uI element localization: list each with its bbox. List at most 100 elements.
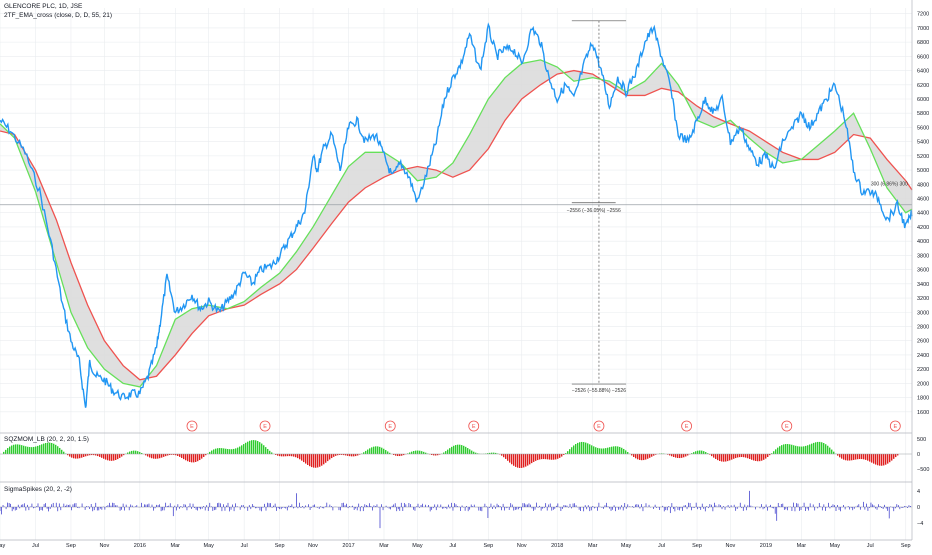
price-tick-label: 1600 <box>917 410 929 416</box>
squeeze-bar <box>697 451 698 454</box>
squeeze-bar <box>119 454 120 458</box>
squeeze-bar <box>189 454 190 462</box>
squeeze-axis-label: 0 <box>917 452 920 458</box>
squeeze-bar <box>463 446 464 454</box>
squeeze-bar <box>713 454 714 458</box>
squeeze-bar <box>101 454 102 458</box>
squeeze-bar <box>245 443 246 454</box>
squeeze-bar <box>71 454 72 458</box>
squeeze-bar <box>121 454 122 457</box>
squeeze-bar <box>781 445 782 454</box>
squeeze-bar <box>239 447 240 454</box>
squeeze-bar <box>523 454 524 467</box>
squeeze-bar <box>757 454 758 461</box>
squeeze-bar <box>163 454 164 457</box>
squeeze-bar <box>87 454 88 456</box>
squeeze-bar <box>733 454 734 459</box>
squeeze-bar <box>199 454 200 460</box>
time-tick-label: Mar <box>588 543 598 549</box>
squeeze-bar <box>853 454 854 460</box>
price-tick-label: 3400 <box>917 282 929 288</box>
squeeze-bar <box>307 454 308 465</box>
squeeze-bar <box>295 454 296 457</box>
squeeze-bar <box>69 454 70 457</box>
squeeze-bar <box>33 447 34 454</box>
squeeze-bar <box>841 454 842 459</box>
squeeze-bar <box>577 443 578 454</box>
squeeze-bar <box>827 446 828 454</box>
squeeze-bar <box>291 454 292 456</box>
squeeze-bar <box>413 451 414 454</box>
squeeze-bar <box>265 447 266 454</box>
squeeze-bar <box>215 449 216 454</box>
squeeze-bar <box>777 448 778 454</box>
squeeze-bar <box>621 448 622 454</box>
squeeze-bar <box>149 454 150 457</box>
squeeze-bar <box>807 445 808 454</box>
squeeze-bar <box>647 454 648 459</box>
squeeze-bar <box>51 443 52 454</box>
squeeze-bar <box>797 446 798 454</box>
earnings-label: E <box>597 424 601 430</box>
squeeze-bar <box>893 454 894 459</box>
squeeze-bar <box>825 444 826 454</box>
squeeze-bar <box>21 445 22 454</box>
squeeze-bar <box>327 454 328 461</box>
price-tick-label: 5800 <box>917 111 929 117</box>
price-tick-label: 6000 <box>917 97 929 103</box>
squeeze-bar <box>243 444 244 454</box>
squeeze-bar <box>201 454 202 459</box>
squeeze-bar <box>649 454 650 458</box>
squeeze-bar <box>31 447 32 454</box>
squeeze-bar <box>325 454 326 463</box>
squeeze-bar <box>319 454 320 467</box>
squeeze-bar <box>871 454 872 463</box>
time-tick-label: Jul <box>658 543 665 549</box>
squeeze-bar <box>471 451 472 454</box>
squeeze-bar <box>573 445 574 454</box>
squeeze-bar <box>515 454 516 467</box>
squeeze-bar <box>157 454 158 459</box>
squeeze-bar <box>469 449 470 454</box>
squeeze-bar <box>685 454 686 456</box>
squeeze-bar <box>887 454 888 464</box>
squeeze-bar <box>147 454 148 456</box>
squeeze-bar <box>317 454 318 467</box>
squeeze-bar <box>419 451 420 454</box>
squeeze-bar <box>537 454 538 460</box>
squeeze-bar <box>597 448 598 454</box>
time-tick-label: May <box>621 543 632 549</box>
squeeze-bar <box>41 444 42 454</box>
squeeze-pane-title: SQZMOM_LB (20, 2, 20, 1.5) <box>4 436 89 443</box>
earnings-label: E <box>190 424 194 430</box>
squeeze-bar <box>579 442 580 454</box>
squeeze-bar <box>521 454 522 468</box>
squeeze-bar <box>701 451 702 454</box>
squeeze-bar <box>63 452 64 454</box>
squeeze-bar <box>745 454 746 458</box>
time-tick-label: Sep <box>275 543 285 549</box>
squeeze-bar <box>571 447 572 454</box>
squeeze-bar <box>821 442 822 454</box>
squeeze-bar <box>553 454 554 460</box>
measure-3-label: 300 (6.86%) 300 <box>871 182 908 188</box>
squeeze-bar <box>861 454 862 459</box>
squeeze-bar <box>241 445 242 454</box>
price-tick-label: 4400 <box>917 211 929 217</box>
squeeze-bar <box>623 449 624 454</box>
squeeze-bar <box>209 452 210 454</box>
price-tick-label: 2400 <box>917 353 929 359</box>
squeeze-bar <box>373 447 374 454</box>
squeeze-bar <box>111 454 112 461</box>
squeeze-bar <box>15 444 16 454</box>
squeeze-bar <box>53 444 54 454</box>
squeeze-bar <box>749 454 750 459</box>
squeeze-bar <box>719 454 720 461</box>
squeeze-bar <box>363 452 364 454</box>
squeeze-bar <box>233 449 234 454</box>
price-tick-label: 3000 <box>917 310 929 316</box>
squeeze-bar <box>883 454 884 465</box>
squeeze-bar <box>855 454 856 460</box>
squeeze-bar <box>645 454 646 460</box>
